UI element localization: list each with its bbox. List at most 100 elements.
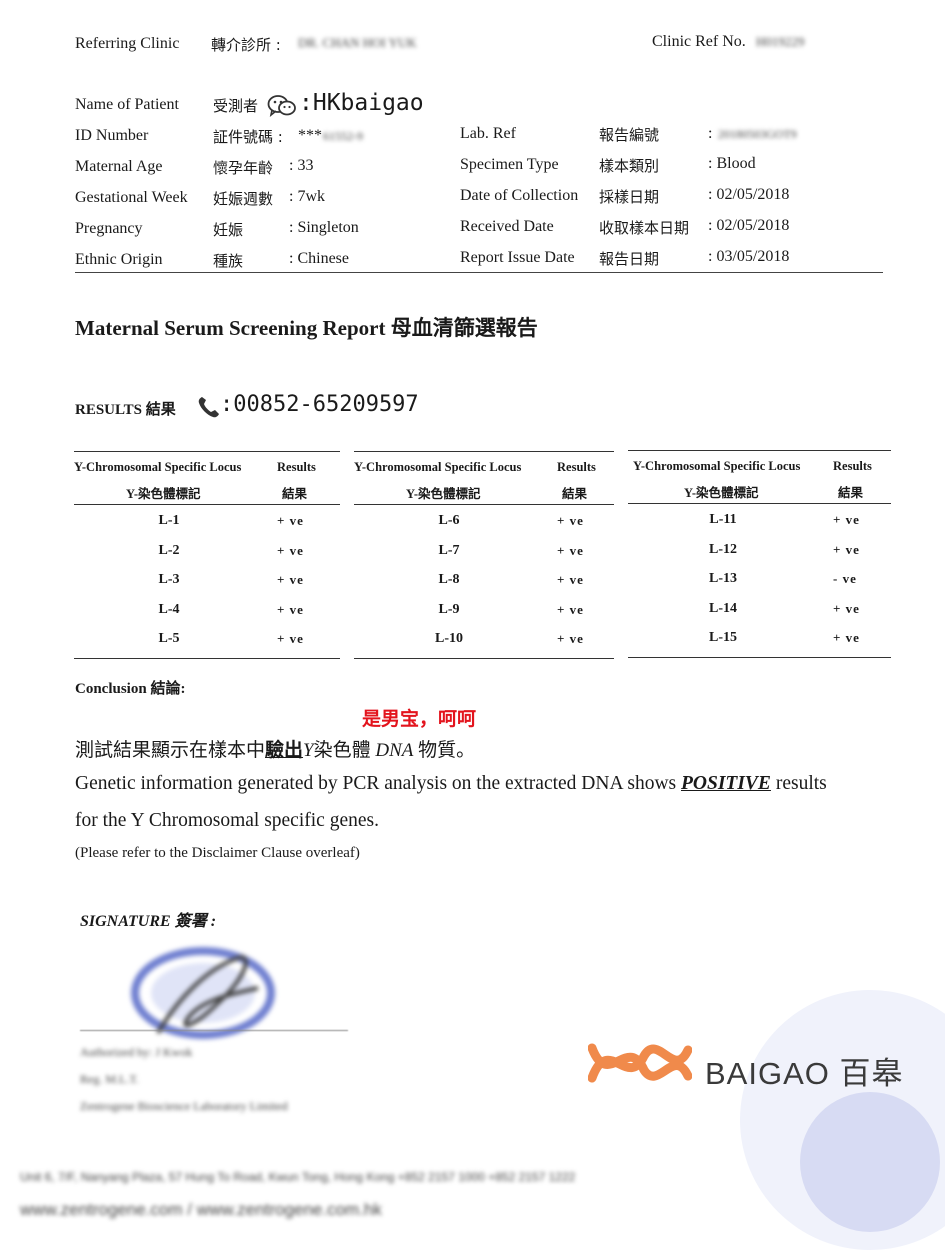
field-label: Report Issue Date (460, 249, 575, 266)
conclusion-zh: 測試結果顯示在樣本中驗出Y染色體 DNA 物質。 (75, 735, 475, 762)
locus-table-2: Y-Chromosomal Specific Locus Y-染色體標記 Res… (354, 451, 614, 659)
signature-line (80, 1030, 348, 1031)
results-header: Results (833, 459, 872, 473)
field-label-zh: 妊娠週數 (213, 190, 274, 208)
locus-cell: L-10 (435, 631, 463, 646)
result-cell: + ve (557, 542, 584, 558)
locus-cell: L-15 (709, 630, 737, 645)
conclusion-zh-detected: 驗出 (265, 739, 304, 761)
field-label: ID Number (75, 127, 149, 144)
table-header: Y-Chromosomal Specific Locus Y-染色體標記 Res… (74, 451, 340, 505)
conclusion-zh-middle: 染色體 (313, 739, 371, 761)
locus-cell: L-3 (158, 572, 180, 587)
conclusion-zh-dna: DNA (375, 740, 414, 761)
watermark-circle-small (800, 1092, 940, 1232)
id-number-value: *** (298, 127, 322, 144)
conclusion-zh-suffix: 物質。 (418, 739, 476, 761)
locus-header-zh: Y-染色體標記 (684, 486, 759, 500)
signatory-lab: Zentrogene Bioscience Laboratory Limited (80, 1099, 288, 1113)
field-label-zh: 樣本類別 (599, 157, 660, 175)
table-row: L-9 + ve (354, 597, 614, 627)
locus-cell: L-14 (709, 600, 737, 616)
field-label: Gestational Week (75, 189, 188, 206)
table-row: L-6 + ve (354, 508, 614, 538)
field-label: Received Date (460, 218, 554, 235)
gestational-week-value: : 7wk (289, 188, 325, 205)
result-cell: + ve (833, 512, 860, 527)
table-row: L-10 + ve (354, 626, 614, 656)
result-cell: + ve (557, 631, 584, 646)
result-cell: + ve (277, 631, 304, 646)
signatory-name: Authorized by: J Kwok (80, 1045, 193, 1059)
locus-header: Y-Chromosomal Specific Locus (633, 459, 801, 473)
positive-result: POSITIVE (681, 773, 771, 794)
collection-date-value: : 02/05/2018 (708, 186, 790, 203)
received-date-value: : 02/05/2018 (708, 217, 790, 234)
locus-header-zh: Y-染色體標記 (126, 487, 201, 501)
field-label: Specimen Type (460, 156, 559, 173)
handwritten-annotation: 是男宝，呵呵 (362, 708, 477, 730)
locus-cell: L-8 (438, 572, 460, 587)
conclusion-label: Conclusion 結論: (75, 681, 186, 697)
results-header-zh: 結果 (562, 487, 588, 501)
result-cell: + ve (277, 542, 304, 558)
clinic-ref-label: Clinic Ref No. (652, 33, 746, 50)
maternal-age-value: : 33 (289, 157, 314, 174)
referring-clinic-zh-label: 轉介診所 : (211, 36, 281, 54)
result-cell: + ve (557, 513, 584, 528)
signatory-title: Reg. M.L.T. (80, 1072, 139, 1086)
locus-cell: L-13 (709, 571, 737, 586)
result-cell: + ve (277, 513, 304, 528)
field-label: Name of Patient (75, 96, 179, 113)
phone-icon (196, 395, 222, 424)
locus-header: Y-Chromosomal Specific Locus (74, 460, 242, 474)
locus-table-1: Y-Chromosomal Specific Locus Y-染色體標記 Res… (74, 451, 340, 659)
field-label-zh: 妊娠 (213, 221, 244, 239)
field-label-zh: 懷孕年齡 (213, 159, 274, 177)
results-header-zh: 結果 (282, 487, 308, 501)
table-row: L-5 + ve (74, 626, 340, 656)
lab-ref-colon: : (708, 125, 713, 142)
results-header: Results (557, 460, 596, 474)
locus-header: Y-Chromosomal Specific Locus (354, 460, 522, 474)
field-label: Pregnancy (75, 220, 143, 237)
wechat-icon (267, 94, 297, 123)
results-header: Results (277, 460, 316, 474)
dna-logo-icon (587, 1040, 693, 1091)
field-label-zh: 種族 (213, 252, 244, 270)
table-row: L-11 + ve (628, 507, 891, 537)
footer-website: www.zentrogene.com / www.zentrogene.com.… (20, 1200, 382, 1219)
table-row: L-13 - ve (628, 566, 891, 596)
field-label: Ethnic Origin (75, 251, 163, 268)
conclusion-en-text: Genetic information generated by PCR ana… (75, 773, 677, 794)
disclaimer-note: (Please refer to the Disclaimer Clause o… (75, 845, 360, 861)
table-row: L-14 + ve (628, 596, 891, 626)
locus-header-zh: Y-染色體標記 (406, 487, 481, 501)
locus-table-3: Y-Chromosomal Specific Locus Y-染色體標記 Res… (628, 450, 891, 658)
table-row: L-3 + ve (74, 567, 340, 597)
result-cell: - ve (833, 571, 857, 586)
table-row: L-2 + ve (74, 538, 340, 568)
results-header-zh: 結果 (838, 486, 864, 500)
locus-cell: L-2 (158, 542, 180, 558)
locus-cell: L-1 (158, 513, 180, 528)
locus-cell: L-4 (158, 601, 180, 617)
conclusion-zh-y: Y (303, 740, 314, 761)
result-cell: + ve (557, 601, 584, 617)
table-row: L-4 + ve (74, 597, 340, 627)
referring-clinic-value: DR. CHAN HOI YUK (298, 35, 417, 50)
table-row: L-15 + ve (628, 625, 891, 655)
conclusion-en-line1: Genetic information generated by PCR ana… (75, 773, 827, 795)
brand-logo-text: BAIGAO 百皋 (705, 1056, 904, 1091)
field-label-zh: 收取樣本日期 (599, 219, 690, 237)
table-header: Y-Chromosomal Specific Locus Y-染色體標記 Res… (628, 450, 891, 504)
ethnic-origin-value: : Chinese (289, 250, 349, 267)
table-header: Y-Chromosomal Specific Locus Y-染色體標記 Res… (354, 451, 614, 505)
referring-clinic-label: Referring Clinic (75, 35, 180, 52)
result-cell: + ve (833, 600, 860, 616)
lab-ref-value-blurred: 20180503GOT9 (718, 127, 797, 141)
footer-address: Unit 6, 7/F, Nanyang Plaza, 57 Hung To R… (20, 1170, 576, 1184)
result-cell: + ve (277, 601, 304, 617)
header-divider (75, 272, 883, 273)
results-label: RESULTS 結果 (75, 402, 176, 418)
